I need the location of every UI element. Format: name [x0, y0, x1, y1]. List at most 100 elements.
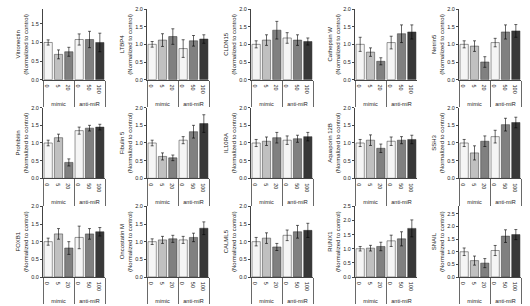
svg-text:100: 100 — [512, 282, 518, 291]
svg-text:5: 5 — [471, 183, 477, 186]
svg-text:0.5: 0.5 — [135, 158, 143, 164]
svg-text:2.0: 2.0 — [239, 105, 247, 111]
svg-text:0.0: 0.0 — [135, 77, 143, 83]
svg-text:0.0: 0.0 — [447, 175, 455, 181]
svg-text:0: 0 — [356, 85, 362, 88]
svg-text:50: 50 — [398, 183, 404, 189]
svg-text:1.0: 1.0 — [135, 140, 143, 146]
svg-text:100: 100 — [408, 282, 414, 291]
svg-text:5: 5 — [159, 85, 165, 88]
svg-text:100: 100 — [304, 85, 310, 94]
svg-text:anti-miR: anti-miR — [391, 298, 412, 304]
svg-text:mimic: mimic — [363, 199, 378, 205]
svg-text:20: 20 — [169, 183, 175, 189]
svg-text:0.0: 0.0 — [239, 274, 247, 280]
svg-text:0.5: 0.5 — [447, 261, 455, 267]
svg-text:2.0: 2.0 — [343, 217, 351, 223]
svg-text:2.0: 2.0 — [447, 105, 455, 111]
svg-text:0.5: 0.5 — [343, 158, 351, 164]
svg-text:0.0: 0.0 — [239, 175, 247, 181]
svg-text:50: 50 — [190, 85, 196, 91]
svg-text:0.5: 0.5 — [239, 59, 247, 65]
svg-text:100: 100 — [408, 85, 414, 94]
svg-text:0: 0 — [387, 282, 393, 285]
svg-text:mimic: mimic — [51, 199, 66, 205]
svg-text:1.0: 1.0 — [447, 249, 455, 255]
svg-text:0: 0 — [75, 85, 81, 88]
svg-text:mimic: mimic — [467, 298, 482, 304]
svg-text:1.5: 1.5 — [447, 24, 455, 30]
svg-text:0.5: 0.5 — [447, 158, 455, 164]
svg-text:Vitronectin(Normalized to cont: Vitronectin(Normalized to control) — [15, 14, 29, 75]
svg-text:2.0: 2.0 — [31, 105, 39, 111]
svg-text:RUNX1(Normalized to control): RUNX1(Normalized to control) — [327, 211, 341, 272]
svg-text:0.0: 0.0 — [447, 77, 455, 83]
svg-text:20: 20 — [481, 183, 487, 189]
svg-text:2.0: 2.0 — [135, 105, 143, 111]
svg-text:anti-miR: anti-miR — [287, 298, 308, 304]
svg-text:50: 50 — [502, 282, 508, 288]
svg-text:0: 0 — [460, 85, 466, 88]
svg-text:20: 20 — [65, 183, 71, 189]
svg-text:100: 100 — [408, 183, 414, 192]
svg-text:1.0: 1.0 — [135, 239, 143, 245]
svg-text:0: 0 — [460, 183, 466, 186]
svg-text:1.0: 1.0 — [31, 39, 39, 45]
svg-text:mimic: mimic — [259, 101, 274, 107]
svg-text:50: 50 — [502, 85, 508, 91]
svg-text:0: 0 — [387, 183, 393, 186]
svg-text:1.0: 1.0 — [343, 140, 351, 146]
svg-text:5: 5 — [471, 85, 477, 88]
svg-text:0.5: 0.5 — [31, 58, 39, 64]
svg-text:CLDN15(Normalized to control): CLDN15(Normalized to control) — [223, 14, 237, 75]
svg-text:Aquaporin 12B(Normalized to co: Aquaporin 12B(Normalized to control) — [327, 113, 341, 174]
svg-text:100: 100 — [512, 183, 518, 192]
svg-text:2.0: 2.0 — [343, 6, 351, 12]
svg-text:0: 0 — [179, 282, 185, 285]
svg-text:1.5: 1.5 — [135, 122, 143, 128]
svg-text:2.0: 2.0 — [239, 6, 247, 12]
svg-text:0.5: 0.5 — [239, 256, 247, 262]
svg-text:0: 0 — [387, 85, 393, 88]
svg-text:20: 20 — [481, 85, 487, 91]
svg-text:Prohibitin(Normalized to contr: Prohibitin(Normalized to control) — [15, 113, 29, 174]
svg-text:0.0: 0.0 — [31, 175, 39, 181]
svg-text:0.5: 0.5 — [343, 59, 351, 65]
svg-text:1.5: 1.5 — [135, 24, 143, 30]
svg-text:20: 20 — [273, 85, 279, 91]
svg-text:1.5: 1.5 — [239, 122, 247, 128]
svg-text:1.0: 1.0 — [447, 140, 455, 146]
svg-text:0.0: 0.0 — [343, 175, 351, 181]
svg-text:100: 100 — [512, 85, 518, 94]
svg-text:1.5: 1.5 — [447, 236, 455, 242]
svg-text:1.5: 1.5 — [343, 122, 351, 128]
svg-text:50: 50 — [190, 183, 196, 189]
svg-text:100: 100 — [200, 183, 206, 192]
svg-text:2.0: 2.0 — [447, 6, 455, 12]
svg-text:anti-miR: anti-miR — [183, 199, 204, 205]
svg-text:1.5: 1.5 — [239, 221, 247, 227]
svg-text:50: 50 — [294, 85, 300, 91]
svg-text:1.0: 1.0 — [135, 41, 143, 47]
svg-text:20: 20 — [65, 85, 71, 91]
svg-text:0.5: 0.5 — [239, 158, 247, 164]
svg-text:0: 0 — [44, 282, 50, 285]
svg-text:anti-miR: anti-miR — [183, 298, 204, 304]
svg-text:0: 0 — [491, 85, 497, 88]
svg-text:mimic: mimic — [51, 298, 66, 304]
svg-text:2.0: 2.0 — [135, 6, 143, 12]
svg-text:0.5: 0.5 — [31, 158, 39, 164]
svg-text:0: 0 — [460, 282, 466, 285]
svg-text:mimic: mimic — [155, 298, 170, 304]
svg-text:1.5: 1.5 — [31, 221, 39, 227]
svg-text:1.0: 1.0 — [343, 41, 351, 47]
svg-text:1.5: 1.5 — [343, 232, 351, 238]
svg-text:0: 0 — [252, 282, 258, 285]
svg-text:100: 100 — [96, 183, 102, 192]
svg-text:100: 100 — [96, 85, 102, 94]
svg-text:1.0: 1.0 — [343, 246, 351, 252]
svg-text:Netrin5(Normalized to control): Netrin5(Normalized to control) — [431, 14, 445, 75]
svg-text:0: 0 — [356, 183, 362, 186]
svg-text:Oncostatin M(Normalized to con: Oncostatin M(Normalized to control) — [119, 211, 133, 272]
svg-text:5: 5 — [55, 282, 61, 285]
